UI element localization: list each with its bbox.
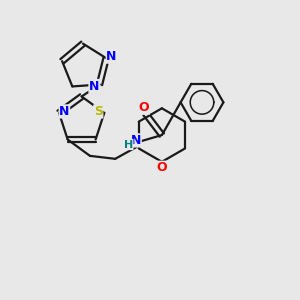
Text: N: N (106, 50, 117, 63)
Text: H: H (124, 140, 133, 150)
Text: N: N (131, 134, 141, 147)
Text: O: O (157, 161, 167, 174)
Text: N: N (89, 80, 99, 92)
Text: O: O (139, 101, 149, 114)
Text: S: S (94, 105, 103, 118)
Text: N: N (59, 105, 70, 118)
